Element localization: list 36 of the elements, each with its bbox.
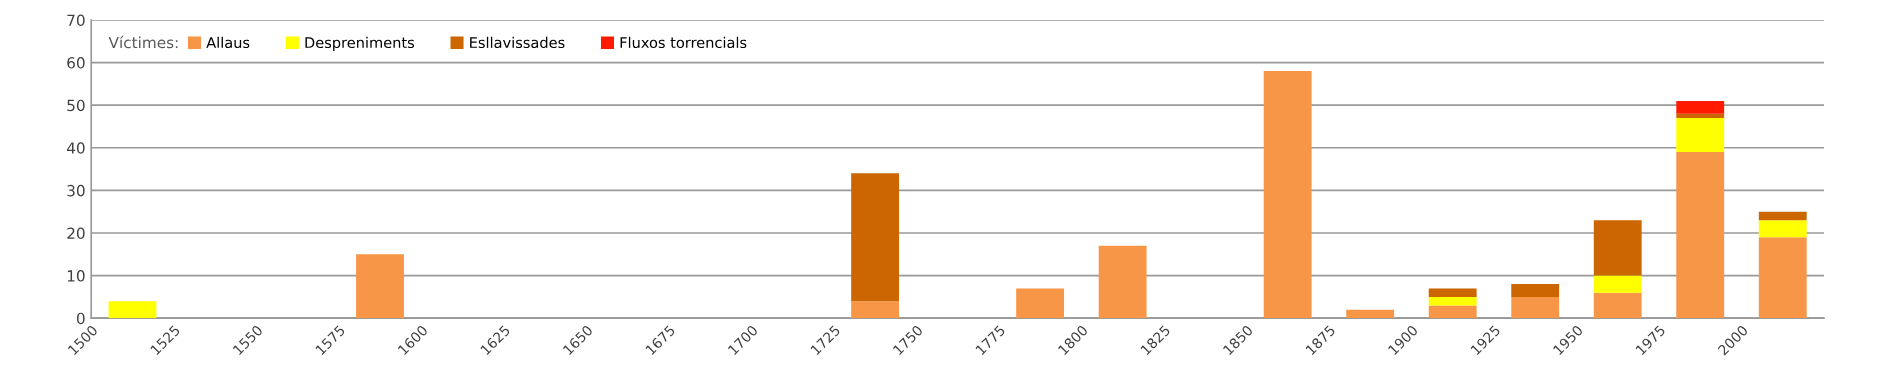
legend-title: Víctimes: bbox=[108, 35, 178, 49]
bar bbox=[1676, 117, 1725, 153]
bar bbox=[1676, 100, 1725, 114]
y-tick-label: 70 bbox=[67, 14, 85, 26]
bar bbox=[1346, 309, 1395, 319]
y-tick-label: 10 bbox=[67, 270, 85, 282]
bar bbox=[1263, 71, 1312, 319]
legend-label: Despreniments bbox=[305, 36, 415, 51]
y-tick-label: 30 bbox=[67, 184, 85, 197]
bar bbox=[1428, 296, 1477, 306]
bar bbox=[1098, 245, 1147, 319]
bar bbox=[108, 301, 157, 319]
bar bbox=[1428, 305, 1477, 319]
bar bbox=[1758, 220, 1807, 238]
bar bbox=[1758, 211, 1807, 221]
legend-label: Allaus bbox=[206, 36, 250, 49]
bar bbox=[851, 173, 900, 302]
bar bbox=[1676, 113, 1725, 118]
y-tick-label: 50 bbox=[67, 99, 85, 112]
bar bbox=[851, 301, 900, 319]
y-tick-label: 20 bbox=[67, 227, 85, 240]
bar bbox=[1593, 275, 1642, 293]
y-tick-label: 40 bbox=[66, 142, 85, 154]
bar bbox=[1593, 220, 1642, 276]
y-tick-label: 60 bbox=[67, 57, 85, 69]
bar bbox=[1428, 288, 1477, 297]
bar bbox=[356, 254, 404, 319]
bar bbox=[1593, 292, 1642, 319]
bar bbox=[1676, 152, 1725, 319]
bar bbox=[1016, 288, 1065, 319]
bar bbox=[1511, 284, 1560, 297]
bar bbox=[1511, 296, 1560, 319]
y-tick-label: 0 bbox=[76, 312, 85, 325]
legend-label: Fluxos torrencials bbox=[620, 36, 747, 49]
legend-label: Esllavissades bbox=[470, 36, 565, 49]
bar bbox=[1758, 237, 1807, 319]
